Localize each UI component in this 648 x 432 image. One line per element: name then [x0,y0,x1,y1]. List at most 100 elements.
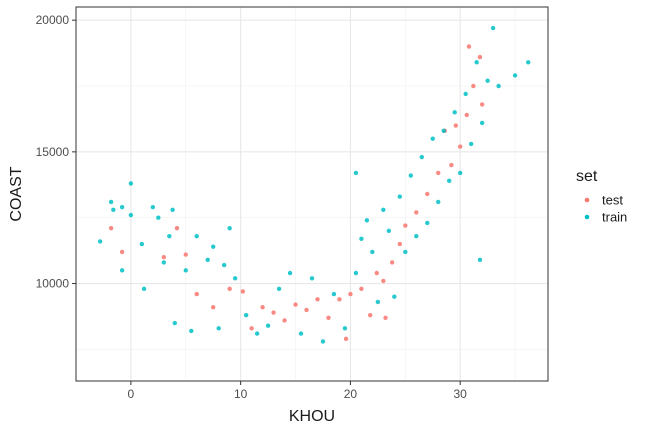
point-train [370,249,375,255]
y-tick-label: 20000 [36,13,70,27]
point-train [397,194,403,199]
x-tick-label: 20 [344,387,358,401]
point-train [172,320,177,326]
legend-title: set [576,168,598,185]
point-test [383,315,388,320]
point-test [108,226,114,231]
point-train [183,268,188,273]
point-train [128,212,134,218]
point-train [161,260,167,265]
point-test [466,44,472,49]
point-train [479,120,485,126]
point-test [211,305,216,310]
point-train [381,207,386,212]
y-axis-title: COAST [8,166,25,221]
point-test [367,312,373,318]
point-train [490,25,496,31]
point-test [381,278,386,284]
point-train [232,276,238,281]
point-train [205,257,210,263]
point-train [331,291,337,297]
point-train [414,233,419,239]
point-test [348,291,353,297]
point-train [265,323,271,328]
point-train [119,204,125,210]
point-test [343,336,349,342]
point-train [375,299,381,305]
point-test [315,297,320,302]
point-train [309,276,315,281]
point-test [194,291,199,297]
point-test [304,307,309,313]
point-train [496,83,501,89]
axis-ticks [72,19,461,385]
point-test [326,315,331,320]
point-test [359,286,364,292]
point-train [141,286,147,292]
point-train [457,170,463,176]
point-train [408,173,413,178]
point-train [477,257,483,263]
point-train [425,220,430,226]
point-train [97,239,103,244]
point-test [337,297,342,302]
point-train [512,73,518,78]
point-train [359,236,364,241]
panel-border [75,6,549,382]
point-train [227,226,232,231]
point-test [449,162,454,168]
point-test [477,54,483,60]
x-tick-label: 10 [234,387,248,401]
point-train [468,141,474,147]
point-train [342,326,348,331]
point-train [463,91,468,97]
point-test [453,123,458,128]
point-train [452,110,457,115]
point-test [174,226,180,231]
point-test [425,191,430,197]
point-train [108,199,114,205]
point-test [260,305,265,310]
x-tick-label: 30 [454,387,468,401]
point-test [479,102,485,107]
point-test [403,223,408,228]
point-test [119,249,125,255]
point-train [287,270,293,276]
point-test [183,252,188,257]
x-tick-label: 0 [128,387,135,401]
point-train [485,78,490,83]
point-train [298,331,304,336]
legend-key-test [584,197,590,203]
series-test-points [108,44,485,342]
panel-background [76,7,548,381]
point-train [276,286,282,292]
point-train [353,170,359,176]
point-train [167,233,172,239]
point-test [436,170,441,176]
point-train [353,270,359,276]
point-test [464,112,469,118]
point-train [474,60,479,65]
point-train [419,154,424,160]
point-test [249,326,254,331]
point-train [386,228,392,234]
point-train [111,207,116,212]
point-test [240,289,246,294]
legend-key-train [584,214,590,220]
point-test [227,286,232,292]
point-test [457,144,463,149]
point-train [128,181,134,186]
point-test [471,83,476,89]
point-train [170,207,175,212]
point-test [389,260,395,265]
legend-label-test: test [602,193,623,208]
point-train [364,218,370,223]
point-test [161,255,167,260]
axis-tick-labels: 0 10 20 30 10000 15000 20000 [36,13,468,401]
point-train [320,339,326,344]
series-train-points [97,25,531,344]
major-gridlines [76,7,548,381]
point-train [156,215,161,220]
point-train [430,136,435,141]
